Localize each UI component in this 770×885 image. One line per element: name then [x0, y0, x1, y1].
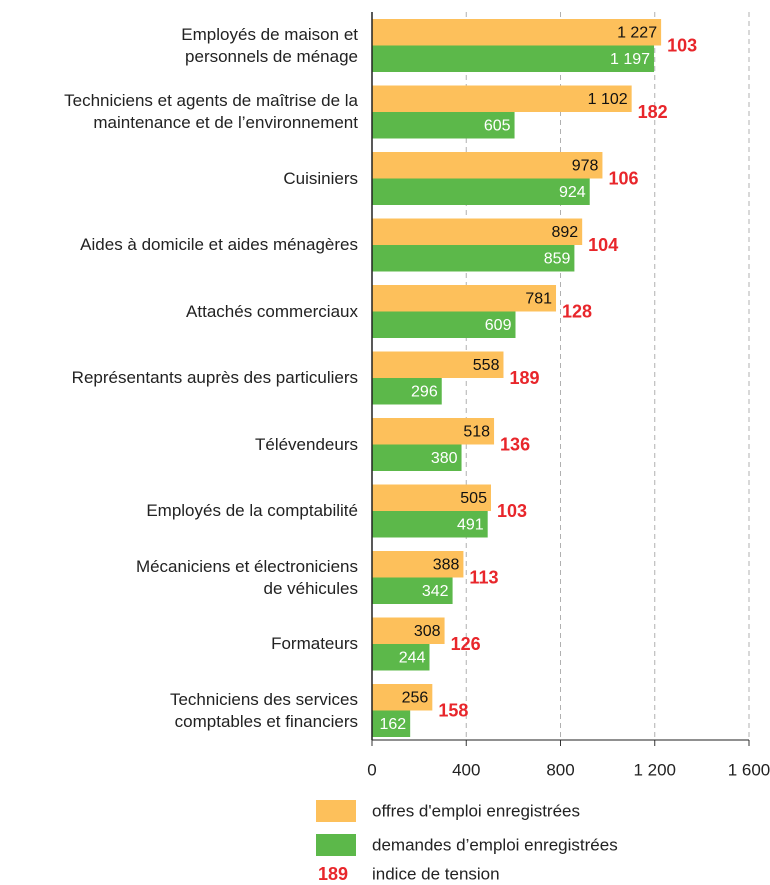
value-label: 859 [544, 250, 571, 267]
bar [372, 112, 515, 139]
bar [372, 418, 495, 445]
legend-label: demandes d’emploi enregistrées [372, 835, 618, 854]
category-label: Représentants auprès des particuliers [71, 368, 358, 387]
category-label: Employés de maison et personnels de ména… [181, 24, 358, 66]
legend-tension-sample: 189 [318, 864, 348, 884]
bar [372, 311, 516, 338]
bar [372, 19, 662, 46]
value-label: 308 [414, 623, 441, 640]
category-label: Formateurs [271, 634, 358, 653]
tension-label: 126 [451, 634, 481, 654]
value-label: 1 227 [617, 24, 657, 41]
category-label: Mécaniciens et électroniciens de véhicul… [135, 556, 358, 598]
x-tick-label: 1 600 [728, 760, 770, 779]
value-label: 380 [431, 450, 458, 467]
tension-label: 182 [638, 102, 668, 122]
bar [372, 218, 583, 245]
value-label: 781 [525, 290, 552, 307]
bar [372, 178, 590, 205]
bar [372, 511, 488, 538]
tension-label: 106 [608, 168, 638, 188]
bar [372, 644, 430, 671]
value-label: 518 [463, 423, 490, 440]
tension-label: 136 [500, 434, 530, 454]
category-label: Techniciens des services comptables et f… [169, 689, 358, 731]
tension-label: 189 [509, 368, 539, 388]
legend-label: indice de tension [372, 864, 500, 883]
value-label: 1 197 [610, 51, 650, 68]
category-label: Employés de la comptabilité [146, 501, 358, 520]
legend-label: offres d'emploi enregistrées [372, 801, 580, 820]
bar [372, 710, 411, 737]
bar [372, 617, 445, 644]
category-label: Cuisiniers [283, 168, 358, 188]
value-label: 296 [411, 383, 438, 400]
x-tick-label: 800 [546, 760, 574, 779]
value-label: 162 [379, 716, 406, 733]
legend-swatch [316, 800, 356, 822]
x-tick-label: 400 [452, 760, 480, 779]
tension-label: 104 [588, 235, 618, 255]
value-label: 244 [399, 649, 426, 666]
value-label: 491 [457, 516, 484, 533]
bar [372, 285, 557, 312]
bar [372, 551, 464, 578]
category-label: Techniciens et agents de maîtrise de la … [64, 91, 358, 132]
bar [372, 378, 442, 405]
bar [372, 684, 433, 711]
value-label: 388 [433, 556, 460, 573]
value-label: 256 [402, 689, 429, 706]
bar [372, 245, 575, 272]
bar [372, 444, 462, 471]
bar [372, 577, 453, 604]
x-tick-label: 0 [367, 760, 376, 779]
value-label: 505 [460, 490, 487, 507]
x-tick-label: 1 200 [633, 760, 676, 779]
bar [372, 484, 491, 511]
value-label: 605 [484, 117, 511, 134]
tension-label: 113 [469, 567, 498, 587]
value-label: 1 102 [588, 91, 628, 108]
tension-label: 158 [438, 700, 468, 720]
category-label: Attachés commerciaux [186, 301, 358, 321]
bar [372, 85, 632, 112]
legend-swatch [316, 834, 356, 856]
category-label: Télévendeurs [254, 434, 358, 454]
value-label: 924 [559, 184, 586, 201]
tension-label: 103 [667, 35, 697, 55]
value-label: 609 [485, 317, 512, 334]
value-label: 892 [551, 224, 578, 241]
bar [372, 152, 603, 179]
category-label: Aides à domicile et aides ménagères [80, 235, 358, 254]
value-label: 342 [422, 583, 449, 600]
bar [372, 351, 504, 378]
bar [372, 45, 655, 72]
tension-label: 103 [497, 501, 527, 521]
value-label: 978 [572, 157, 599, 174]
tension-label: 128 [562, 301, 592, 321]
value-label: 558 [473, 357, 500, 374]
